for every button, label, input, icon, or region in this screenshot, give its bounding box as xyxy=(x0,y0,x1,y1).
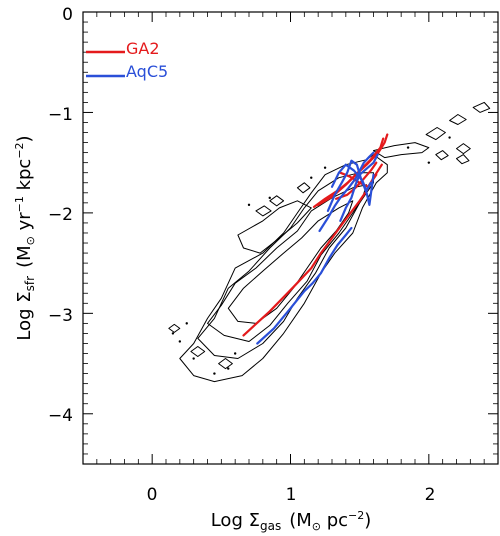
scatter-dot-8 xyxy=(268,196,271,200)
y-tick-label-0: 0 xyxy=(62,5,73,25)
scatter-dot-9 xyxy=(192,357,195,360)
legend-label-ga2: GA2 xyxy=(126,39,160,58)
contour-7 xyxy=(449,114,467,125)
scatter-dot-0 xyxy=(247,203,251,207)
scatter-dot-1 xyxy=(171,332,175,335)
series-ga2-segment-2 xyxy=(317,137,385,206)
scatter-dot-12 xyxy=(185,322,188,325)
series-aqc5-segment-0 xyxy=(256,226,353,345)
scatter-dot-6 xyxy=(406,146,410,149)
contour-6 xyxy=(425,127,446,141)
minor-ticks xyxy=(82,12,499,465)
density-contours xyxy=(168,101,491,383)
contour-8 xyxy=(472,101,491,113)
y-tick-labels: 0 −1 −2 −3 −4 xyxy=(48,5,73,426)
contour-15 xyxy=(218,358,233,370)
contour-12 xyxy=(255,205,272,217)
scatter-dot-10 xyxy=(227,367,230,370)
scatter-dot-3 xyxy=(323,166,327,169)
y-tick-label-2: −2 xyxy=(48,205,73,225)
major-ticks xyxy=(83,11,498,464)
y-axis-label: Log Σsfr(M⊙ yr−1 kpc−2) xyxy=(13,135,37,340)
legend: GA2 AqC5 xyxy=(86,39,168,81)
x-tick-label-1: 1 xyxy=(286,485,297,505)
x-tick-labels: 0 1 2 xyxy=(147,485,436,505)
scatter-dot-5 xyxy=(178,340,182,343)
series-lines xyxy=(242,133,389,345)
contour-10 xyxy=(456,154,470,165)
contour-0 xyxy=(179,154,388,383)
y-tick-label-1: −1 xyxy=(48,105,73,125)
series-aqc5-segment-1 xyxy=(318,151,375,233)
contour-9 xyxy=(456,143,471,155)
contour-11 xyxy=(269,195,285,207)
contour-5 xyxy=(373,142,430,159)
contour-14 xyxy=(168,323,181,333)
scatter-dot-4 xyxy=(448,136,451,139)
series-aqc5-segment-2 xyxy=(326,159,375,212)
contour-4 xyxy=(237,200,312,254)
legend-label-aqc5: AqC5 xyxy=(126,62,168,81)
contour-13 xyxy=(190,346,206,357)
scatter-dot-7 xyxy=(427,161,431,164)
contour-3 xyxy=(227,200,354,324)
scatter-dots xyxy=(171,136,451,375)
contour-17 xyxy=(435,150,449,161)
scatter-dot-11 xyxy=(310,176,313,179)
series-aqc5-segment-3 xyxy=(339,153,379,222)
scatter-dot-13 xyxy=(213,372,216,375)
x-tick-label-0: 0 xyxy=(147,485,158,505)
x-axis-label: Log Σgas (M⊙ pc−2) xyxy=(211,509,372,533)
scatter-dot-2 xyxy=(233,352,237,355)
contour-2 xyxy=(207,184,368,342)
series-ga2-segment-1 xyxy=(312,133,389,208)
y-tick-label-4: −4 xyxy=(48,406,73,426)
x-tick-label-2: 2 xyxy=(425,485,436,505)
contour-16 xyxy=(296,182,311,194)
series-aqc5-segment-4 xyxy=(330,163,372,192)
y-tick-label-3: −3 xyxy=(48,306,73,326)
